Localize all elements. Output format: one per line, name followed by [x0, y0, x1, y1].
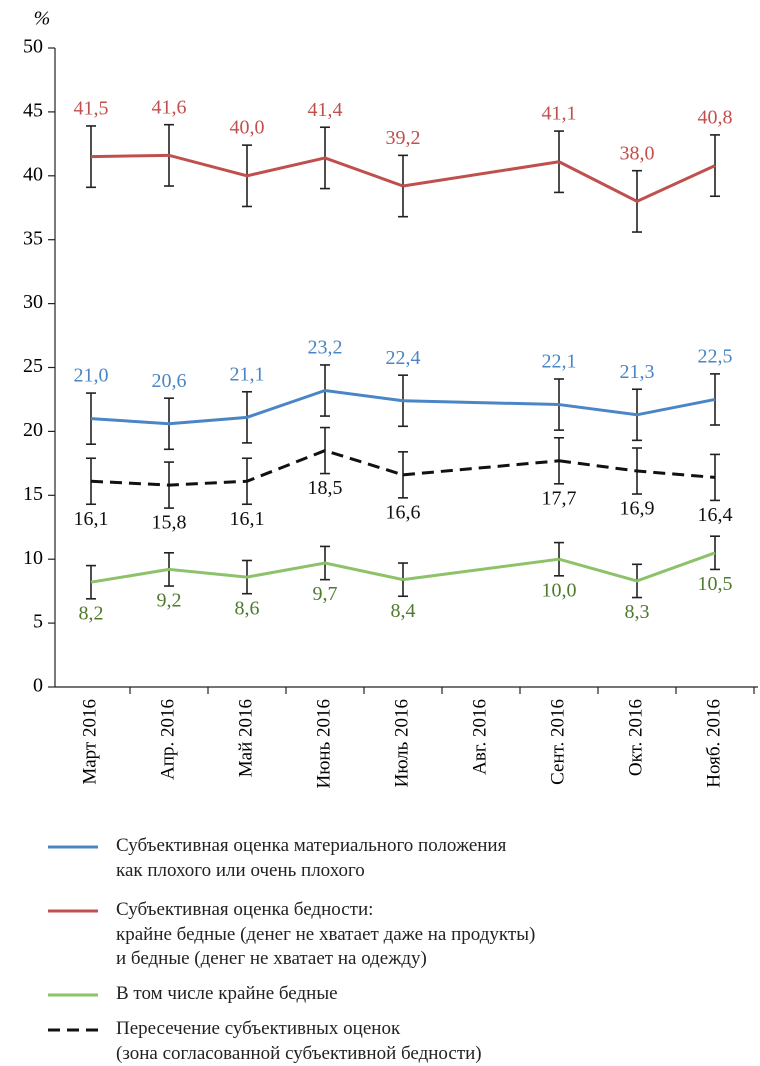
y-unit: %: [34, 8, 51, 30]
value-label: 8,2: [79, 602, 104, 624]
value-label: 18,5: [308, 477, 343, 499]
y-tick-label: 25: [23, 355, 43, 377]
y-tick-label: 20: [23, 419, 43, 441]
value-label: 17,7: [542, 487, 577, 509]
y-tick-label: 45: [23, 99, 43, 121]
legend-label: В том числе крайне бедные: [116, 983, 338, 1004]
legend-label: Субъективная оценка материального положе…: [116, 835, 507, 881]
series-line: [90, 448, 404, 487]
x-tick-label: Окт. 2016: [625, 699, 646, 776]
series-line: [90, 561, 404, 584]
value-label: 41,4: [308, 99, 343, 121]
series-line: [558, 397, 716, 417]
gap-bridge: [402, 459, 560, 477]
gap-bridge: [402, 557, 560, 582]
value-label: 16,1: [74, 508, 109, 530]
value-label: 16,6: [386, 501, 421, 523]
x-tick-label: Июль 2016: [391, 699, 412, 787]
value-label: 10,0: [542, 579, 577, 601]
value-label: 21,3: [620, 361, 655, 383]
series-line: [558, 551, 716, 583]
gap-bridge: [402, 160, 560, 188]
value-label: 21,0: [74, 365, 109, 387]
y-tick-label: 50: [23, 36, 43, 58]
value-label: 16,4: [698, 504, 733, 526]
value-label: 8,4: [391, 600, 416, 622]
value-label: 20,6: [152, 370, 187, 392]
value-label: 23,2: [308, 337, 343, 359]
x-tick-label: Апр. 2016: [157, 699, 178, 780]
value-label: 8,6: [235, 597, 260, 619]
value-label: 15,8: [152, 512, 187, 534]
value-label: 16,1: [230, 508, 265, 530]
value-label: 38,0: [620, 142, 655, 164]
value-label: 40,8: [698, 106, 733, 128]
x-tick-label: Сент. 2016: [547, 699, 568, 785]
series-line: [90, 153, 404, 188]
x-tick-label: Март 2016: [79, 699, 100, 785]
y-tick-label: 30: [23, 291, 43, 313]
value-label: 10,5: [698, 573, 733, 595]
y-tick-label: 40: [23, 163, 43, 185]
x-tick-label: Нояб. 2016: [703, 699, 724, 788]
value-label: 9,7: [313, 583, 338, 605]
value-label: 21,1: [230, 363, 265, 385]
value-label: 41,1: [542, 103, 577, 125]
gap-bridge: [402, 399, 560, 407]
y-tick-label: 15: [23, 483, 43, 505]
value-label: 40,0: [230, 117, 265, 139]
x-tick-label: Авг. 2016: [469, 699, 490, 775]
y-tick-label: 10: [23, 547, 43, 569]
x-tick-label: Июнь 2016: [313, 699, 334, 789]
series-line: [90, 388, 404, 426]
legend-label: Субъективная оценка бедности: крайне бед…: [116, 899, 536, 969]
value-label: 41,5: [74, 98, 109, 120]
value-label: 39,2: [386, 127, 421, 149]
value-label: 22,1: [542, 351, 577, 373]
value-label: 8,3: [625, 601, 650, 623]
y-tick-label: 5: [33, 611, 43, 633]
x-tick-label: Май 2016: [235, 699, 256, 777]
series-line: [558, 459, 716, 479]
value-label: 41,6: [152, 96, 187, 118]
value-label: 22,4: [386, 347, 421, 369]
value-label: 22,5: [698, 345, 733, 367]
value-label: 16,9: [620, 498, 655, 520]
y-tick-label: 35: [23, 227, 43, 249]
legend-label: Пересечение субъективных оценок (зона со…: [116, 1018, 482, 1064]
series-line: [558, 160, 716, 204]
y-tick-label: 0: [33, 675, 43, 697]
value-label: 9,2: [157, 590, 182, 612]
